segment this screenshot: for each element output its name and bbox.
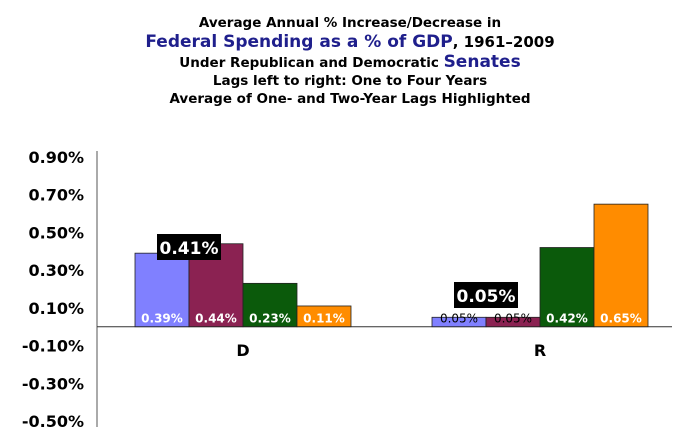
- data-label: 0.42%: [546, 312, 588, 326]
- data-label: 0.23%: [249, 312, 291, 326]
- data-label: 0.44%: [195, 312, 237, 326]
- bar: [242, 282, 298, 328]
- average-callout-label: 0.41%: [160, 239, 219, 259]
- title-line-2-rest: , 1961–2009: [452, 33, 555, 51]
- data-label: 0.05%: [494, 312, 532, 326]
- chart-title: Average Annual % Increase/Decrease in Fe…: [100, 14, 600, 108]
- title-highlight-federal-spending: Federal Spending as a % of GDP: [145, 32, 453, 52]
- data-label: 0.65%: [600, 312, 642, 326]
- y-tick-label: 0.50%: [28, 223, 84, 242]
- title-line-4: Lags left to right: One to Four Years: [212, 73, 488, 89]
- y-tick-label: -0.50%: [22, 412, 84, 431]
- y-tick-label: -0.30%: [22, 374, 84, 393]
- data-label: 0.11%: [303, 312, 345, 326]
- title-line-3-prefix: Under Republican and Democratic: [179, 55, 444, 71]
- y-tick-label: 0.70%: [28, 186, 84, 205]
- y-tick-label: 0.10%: [28, 299, 84, 318]
- title-line-3: Under Republican and Democratic Senates: [100, 53, 600, 72]
- average-callout-label: 0.05%: [457, 287, 516, 307]
- average-callout-box: [454, 282, 518, 308]
- x-tick-label: R: [534, 341, 546, 360]
- title-highlight-senates: Senates: [443, 52, 521, 72]
- y-tick-label: 0.30%: [28, 261, 84, 280]
- data-label: 0.05%: [440, 312, 478, 326]
- average-callout-box: [157, 234, 221, 260]
- y-tick-label: -0.10%: [22, 337, 84, 356]
- data-label: 0.39%: [141, 312, 183, 326]
- title-line-2: Federal Spending as a % of GDP, 1961–200…: [100, 32, 600, 53]
- x-tick-label: D: [236, 341, 249, 360]
- y-tick-label: 0.90%: [28, 148, 84, 167]
- title-line-1: Average Annual % Increase/Decrease in: [198, 15, 502, 31]
- title-line-5: Average of One- and Two-Year Lags Highli…: [169, 91, 531, 107]
- bar: [593, 203, 649, 328]
- bar: [296, 305, 352, 328]
